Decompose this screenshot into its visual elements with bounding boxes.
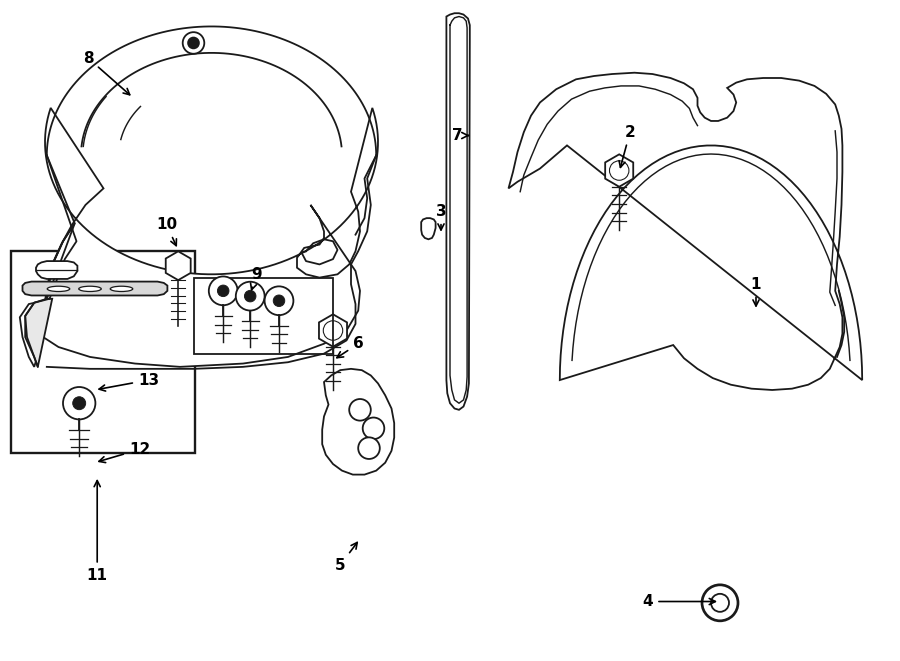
Circle shape: [702, 585, 738, 621]
Bar: [194, 278, 333, 354]
Text: 8: 8: [83, 51, 130, 95]
Polygon shape: [22, 282, 167, 295]
Polygon shape: [319, 314, 347, 347]
Circle shape: [711, 594, 729, 612]
Text: 3: 3: [436, 204, 446, 230]
Circle shape: [609, 161, 629, 180]
Text: 5: 5: [335, 543, 357, 572]
Bar: [11, 251, 195, 453]
Circle shape: [63, 387, 95, 420]
Ellipse shape: [111, 286, 133, 292]
Polygon shape: [25, 299, 52, 367]
Text: 10: 10: [156, 217, 177, 246]
Circle shape: [73, 397, 86, 410]
Circle shape: [323, 321, 343, 340]
Polygon shape: [508, 73, 862, 390]
Circle shape: [218, 285, 229, 297]
Circle shape: [236, 282, 265, 311]
Circle shape: [349, 399, 371, 420]
Ellipse shape: [47, 286, 70, 292]
Text: 11: 11: [86, 481, 108, 582]
Text: 13: 13: [99, 373, 159, 391]
Circle shape: [245, 290, 256, 302]
Polygon shape: [166, 251, 191, 280]
Polygon shape: [322, 369, 394, 475]
Text: 9: 9: [250, 267, 262, 290]
Text: 2: 2: [619, 125, 635, 167]
Circle shape: [188, 38, 199, 48]
Circle shape: [209, 276, 238, 305]
Circle shape: [363, 418, 384, 439]
Text: 6: 6: [337, 336, 364, 358]
Text: 12: 12: [99, 442, 150, 463]
Polygon shape: [20, 108, 378, 367]
Polygon shape: [36, 261, 77, 279]
Polygon shape: [446, 13, 470, 410]
Text: 7: 7: [452, 128, 468, 143]
Polygon shape: [421, 218, 436, 239]
Ellipse shape: [79, 286, 101, 292]
Polygon shape: [605, 154, 634, 187]
Text: 4: 4: [643, 594, 716, 609]
Text: 1: 1: [751, 277, 761, 306]
Circle shape: [358, 438, 380, 459]
Circle shape: [183, 32, 204, 54]
Circle shape: [274, 295, 284, 307]
Circle shape: [265, 286, 293, 315]
